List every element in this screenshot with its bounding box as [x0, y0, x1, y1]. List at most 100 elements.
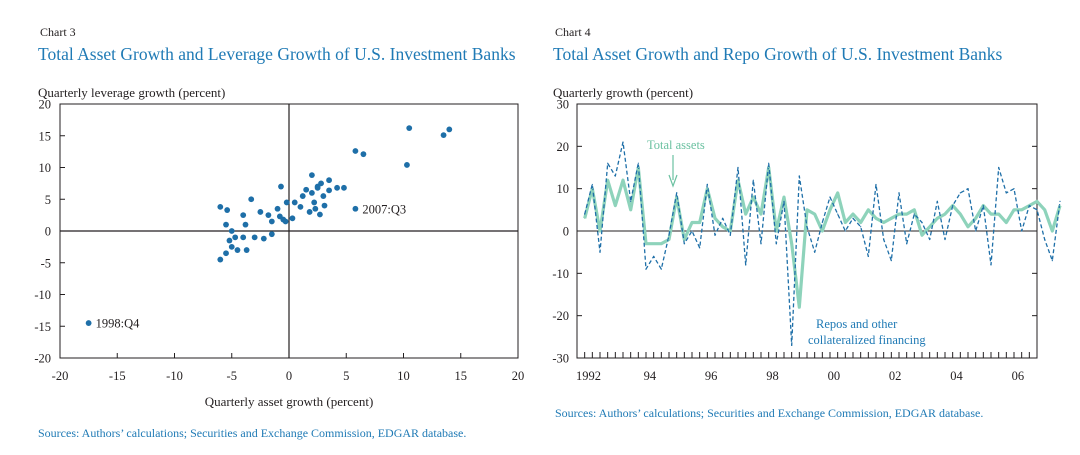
chart-4-point: [768, 166, 770, 169]
chart-4-point: [906, 243, 908, 245]
chart-4-point: [760, 213, 762, 215]
chart-3-point: [226, 237, 233, 244]
chart-4-point: [975, 217, 977, 219]
chart-3-point: [248, 196, 255, 203]
chart-4-point: [814, 213, 816, 215]
chart-4-point: [622, 141, 624, 143]
chart-4-y-tick-label: 30: [557, 98, 570, 112]
chart-3-x-axis-title: Quarterly asset growth (percent): [205, 394, 374, 409]
chart-3-point: [283, 199, 290, 206]
chart-4-point: [668, 234, 670, 236]
chart-4-point: [837, 213, 839, 215]
chart-4-point: [1044, 238, 1046, 241]
chart-4-point: [875, 217, 877, 219]
chart-4-point: [683, 238, 685, 241]
chart-3-point: [282, 218, 289, 225]
chart-4-point: [1044, 209, 1046, 211]
chart-4-point: [837, 192, 839, 194]
chart-4-x-tick-label: 02: [889, 369, 902, 383]
chart-4-point: [1036, 200, 1038, 202]
chart-3-y-tick-label: 5: [45, 193, 51, 207]
chart-4-point: [921, 221, 923, 224]
chart-3-point: [232, 234, 239, 241]
chart-4-point: [906, 213, 908, 215]
chart-4-x-tick-label: 96: [705, 369, 718, 383]
chart-4-total-assets-arrowhead: [668, 174, 678, 188]
chart-4-point: [745, 213, 747, 215]
chart-4-x-tick-label: 1992: [576, 369, 601, 383]
chart-4-point: [821, 230, 823, 232]
chart-3-point: [309, 190, 315, 196]
chart-4-x-tick-label: 98: [766, 369, 779, 383]
chart-4-y-tick-label: -10: [552, 267, 569, 281]
chart-4-point: [591, 188, 593, 190]
chart-4-point: [760, 243, 762, 245]
chart-3-x-tick-label: 15: [455, 369, 468, 383]
chart-3-point: [234, 247, 241, 253]
chart-4-point: [783, 200, 785, 202]
chart-4-point: [883, 238, 885, 241]
chart-4-point: [929, 238, 931, 241]
chart-4-point: [737, 179, 739, 181]
chart-4-point: [607, 179, 609, 181]
chart-4-point: [1005, 192, 1007, 194]
chart-4-point: [1059, 205, 1061, 207]
chart-4-x-tick-label: 06: [1012, 369, 1025, 383]
chart-4-point: [829, 196, 831, 198]
chart-3-point: [251, 234, 258, 241]
chart-3-x-tick-label: 5: [343, 369, 349, 383]
chart-3-y-tick-label: 20: [39, 98, 52, 112]
chart-4-source: Sources: Authors’ calculations; Securiti…: [555, 406, 983, 420]
chart-3-point: [360, 151, 367, 158]
chart-4-point: [814, 251, 816, 253]
chart-4-point: [645, 268, 647, 270]
chart-4-point: [860, 226, 862, 228]
chart-4-point: [998, 166, 1000, 169]
chart-4-annotation-repos-line2: collateralized financing: [808, 333, 926, 347]
chart-3-point: [242, 221, 249, 228]
chart-3-point: [268, 218, 275, 225]
chart-4-point: [1005, 221, 1007, 224]
chart-3-point: [223, 250, 229, 257]
chart-3-y-tick-label: -10: [34, 288, 51, 302]
chart-3-point: [265, 212, 272, 219]
chart-4-series-repos: [584, 141, 1061, 346]
chart-4-point: [745, 264, 747, 266]
chart-4-point: [852, 217, 854, 219]
chart-4-point: [607, 162, 609, 164]
chart-3-x-ticks: -20 -15 -10 -5 0 5 10 15 20: [52, 353, 524, 383]
chart-4-annotation-repos-line1: Repos and other: [816, 317, 898, 331]
chart-4-point: [645, 243, 647, 245]
chart-4-point: [699, 221, 701, 224]
chart-3-point: [352, 148, 359, 154]
chart-4-point: [752, 179, 754, 181]
chart-4-point: [653, 255, 655, 257]
chart-4-point: [806, 209, 808, 211]
chart-4-point: [1013, 209, 1015, 211]
chart-4-point: [584, 217, 586, 219]
chart-4-point: [752, 196, 754, 198]
chart-4-point: [990, 213, 992, 215]
chart-3-point: [406, 125, 413, 132]
chart-4-point: [706, 183, 708, 186]
chart-4-y-tick-label: 20: [557, 140, 570, 154]
chart-3-title: Total Asset Growth and Leverage Growth o…: [38, 44, 516, 64]
chart-3-point: [297, 203, 304, 210]
chart-4-point: [706, 188, 708, 190]
chart-4-x-ticks: 1992 94 96 98 00 02 04 06: [576, 352, 1030, 383]
chart-4-point: [959, 192, 961, 194]
chart-4-point: [660, 268, 662, 270]
chart-3-point: [321, 202, 328, 209]
chart-4-point: [660, 243, 662, 245]
chart-4-point: [637, 162, 639, 164]
chart-4-point: [967, 188, 969, 190]
chart-4-point: [959, 213, 961, 215]
chart-3-point: [309, 172, 315, 179]
chart-3-point: [217, 203, 224, 210]
chart-3-y-tick-label: -15: [34, 320, 51, 334]
chart-4: Chart 4 Total Asset Growth and Repo Grow…: [552, 25, 1062, 420]
chart-3-point: [228, 243, 235, 250]
chart-4-point: [852, 213, 854, 215]
chart-4-point: [975, 230, 977, 232]
chart-4-point: [898, 213, 900, 215]
